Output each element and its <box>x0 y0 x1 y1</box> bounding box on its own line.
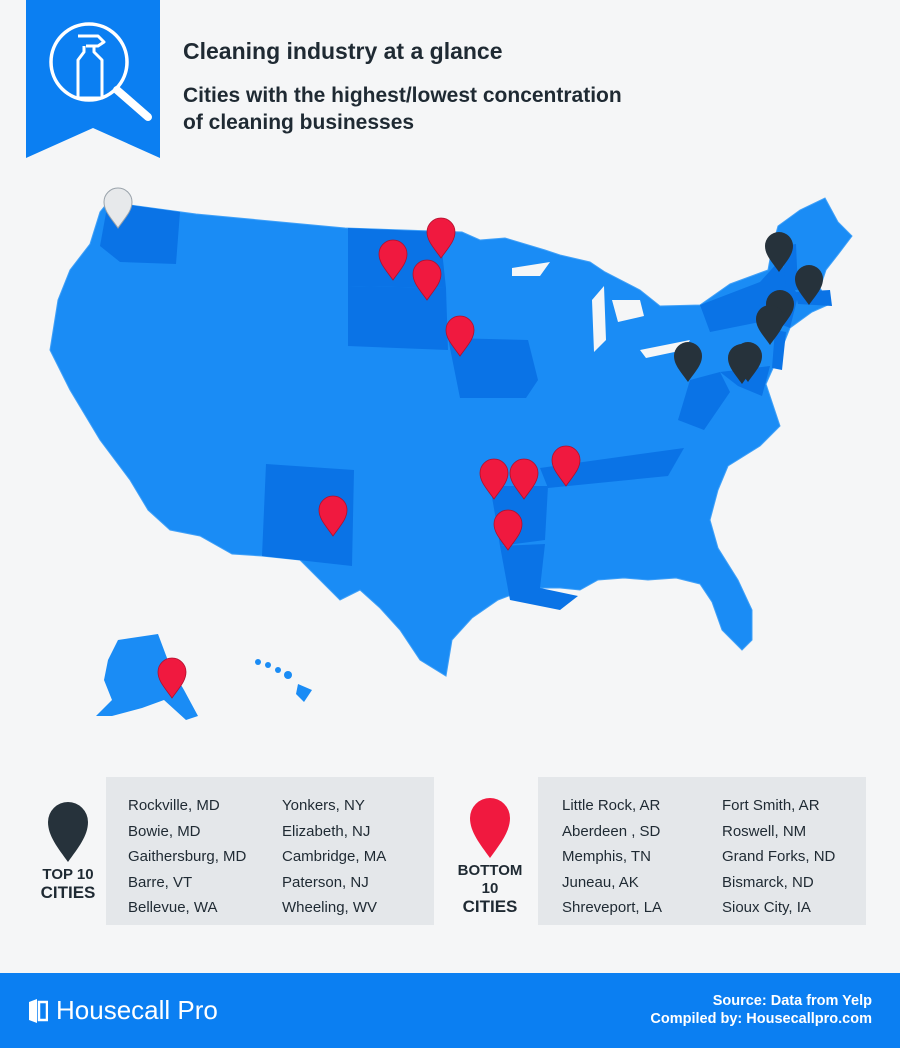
state-new-jersey <box>772 330 786 370</box>
top-legend-pin-icon <box>48 802 88 862</box>
source-line: Source: Data from Yelp <box>712 993 872 1009</box>
bottom-cities-col-2: Fort Smith, AR Roswell, NM Grand Forks, … <box>722 793 835 921</box>
state-maryland <box>720 366 770 396</box>
us-map <box>49 187 853 720</box>
top-cities-col-1: Rockville, MD Bowie, MD Gaithersburg, MD… <box>128 793 246 921</box>
great-lakes <box>512 262 690 358</box>
list-item: Memphis, TN <box>562 848 651 865</box>
compiled-line: Compiled by: Housecallpro.com <box>650 1011 872 1027</box>
list-item: Rockville, MD <box>128 797 220 814</box>
top-legend-label: TOP 10 CITIES <box>40 866 96 902</box>
source-credit: Source: Data from Yelp Compiled by: Hous… <box>650 992 872 1028</box>
us-mainland-shape <box>49 197 853 677</box>
list-item: Bellevue, WA <box>128 899 218 916</box>
list-item: Cambridge, MA <box>282 848 387 865</box>
state-south-dakota <box>348 286 448 350</box>
bottom-cities-box: Little Rock, AR Aberdeen , SD Memphis, T… <box>538 777 866 925</box>
list-item: Grand Forks, ND <box>722 848 836 865</box>
housecall-logo-icon <box>29 998 48 1023</box>
bottom-legend-pin-icon <box>470 798 510 858</box>
subtitle-line-2: of cleaning businesses <box>183 111 415 134</box>
list-item: Gaithersburg, MD <box>128 848 247 865</box>
bottom-legend-label: BOTTOM 10 CITIES <box>457 862 523 916</box>
footer-bar: Housecall Pro Source: Data from Yelp Com… <box>0 973 900 1048</box>
top-cities-box: Rockville, MD Bowie, MD Gaithersburg, MD… <box>106 777 434 925</box>
brand[interactable]: Housecall Pro <box>28 995 218 1026</box>
top-cities-col-2: Yonkers, NY Elizabeth, NJ Cambridge, MA … <box>282 793 386 921</box>
header-badge <box>26 0 160 158</box>
list-item: Roswell, NM <box>722 822 807 840</box>
state-iowa <box>448 338 538 398</box>
brand-name: Housecall Pro <box>56 995 218 1025</box>
state-tennessee <box>540 448 684 488</box>
page-title: Cleaning industry at a glance <box>183 38 503 64</box>
state-new-mexico <box>262 464 354 566</box>
list-item: Elizabeth, NJ <box>282 822 371 840</box>
list-item: Fort Smith, AR <box>722 797 820 814</box>
spray-bottle-icon <box>76 34 106 100</box>
list-item: Wheeling, WV <box>282 899 378 916</box>
list-item: Bismarck, ND <box>722 873 814 891</box>
magnifier-icon <box>49 22 152 121</box>
list-item: Barre, VT <box>128 873 193 891</box>
list-item: Shreveport, LA <box>562 899 663 916</box>
bottom-cities-col-1: Little Rock, AR Aberdeen , SD Memphis, T… <box>562 793 662 921</box>
list-item: Little Rock, AR <box>562 797 661 814</box>
subtitle-line-1: Cities with the highest/lowest concentra… <box>183 84 622 107</box>
list-item: Juneau, AK <box>562 873 639 891</box>
list-item: Yonkers, NY <box>282 797 365 814</box>
state-west-virginia <box>678 372 730 430</box>
hawaii-shape <box>255 659 312 702</box>
alaska-shape <box>96 634 198 720</box>
list-item: Paterson, NJ <box>282 873 369 891</box>
list-item: Bowie, MD <box>128 822 201 840</box>
page-subtitle: Cities with the highest/lowest concentra… <box>183 82 783 136</box>
list-item: Aberdeen , SD <box>562 822 661 840</box>
state-louisiana <box>500 544 578 610</box>
list-item: Sioux City, IA <box>722 899 811 916</box>
